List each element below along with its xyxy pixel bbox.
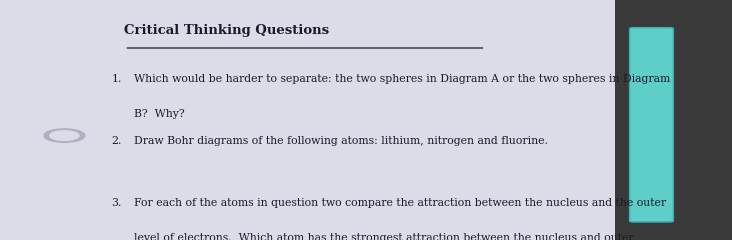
Text: level of electrons.  Which atom has the strongest attraction between the nucleus: level of electrons. Which atom has the s… xyxy=(134,233,634,240)
Text: 1.: 1. xyxy=(111,74,122,84)
Text: B?  Why?: B? Why? xyxy=(134,109,184,119)
Bar xyxy=(0,0,615,240)
FancyBboxPatch shape xyxy=(630,28,673,222)
Text: Which would be harder to separate: the two spheres in Diagram A or the two spher: Which would be harder to separate: the t… xyxy=(134,74,671,84)
Circle shape xyxy=(44,129,85,142)
Text: 2.: 2. xyxy=(111,136,122,146)
Text: Draw Bohr diagrams of the following atoms: lithium, nitrogen and fluorine.: Draw Bohr diagrams of the following atom… xyxy=(134,136,548,146)
Text: For each of the atoms in question two compare the attraction between the nucleus: For each of the atoms in question two co… xyxy=(134,198,666,208)
Text: Critical Thinking Questions: Critical Thinking Questions xyxy=(124,24,329,37)
Bar xyxy=(615,0,732,240)
Circle shape xyxy=(50,131,79,140)
Text: 3.: 3. xyxy=(111,198,122,208)
